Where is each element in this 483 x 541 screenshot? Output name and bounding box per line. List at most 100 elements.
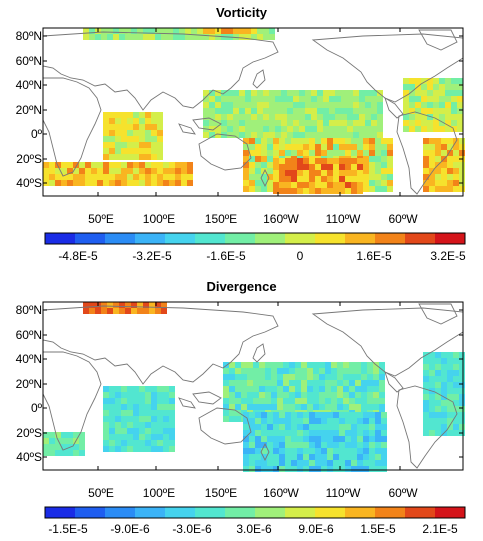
divergence-cell [355,374,361,380]
divergence-cell [303,418,309,424]
divergence-cell [113,302,119,308]
divergence-cell [223,410,229,416]
divergence-cell [133,416,139,422]
divergence-cell [459,424,465,430]
divergence-cell [325,362,331,368]
divergence-cell [303,460,309,466]
divergence-cell [435,376,441,382]
divergence-cell [339,448,345,454]
divergence-cell [355,368,361,374]
divergence-cell [333,454,339,460]
divergence-cell [441,376,447,382]
divergence-cell [381,454,387,460]
divergence-cell [327,418,333,424]
divergence-cell [309,466,315,472]
divergence-cell [325,380,331,386]
divergence-cell [253,392,259,398]
divergence-cell [55,450,61,456]
divergence-cell [297,436,303,442]
divergence-cell [373,380,379,386]
divergence-cell [327,412,333,418]
divergence-cell [139,404,145,410]
divergence-cell [247,392,253,398]
divergence-cell [447,376,453,382]
divergence-cell [157,410,163,416]
divergence-cell [247,398,253,404]
divergence-cell [321,454,327,460]
divergence-cell [223,398,229,404]
divergence-cell [333,424,339,430]
divergence-cell [453,394,459,400]
divergence-cell [139,386,145,392]
divergence-cell [327,430,333,436]
divergence-cell [121,416,127,422]
divergence-cell [357,430,363,436]
divergence-cell [343,374,349,380]
divergence-cell [277,392,283,398]
divergence-cell [357,424,363,430]
divergence-cell [285,460,291,466]
divergence-cell [259,368,265,374]
divergence-cell [343,386,349,392]
divergence-cell [169,404,175,410]
divergence-cell [349,362,355,368]
divergence-cell [283,362,289,368]
divergence-cell [151,410,157,416]
divergence-cell [265,374,271,380]
divergence-cell [345,466,351,472]
divergence-cell [363,466,369,472]
divergence-cell [229,416,235,422]
divergence-cell [351,418,357,424]
divergence-cell [255,442,261,448]
divergence-cell [459,418,465,424]
divergence-cell [435,430,441,436]
divergence-cell [277,368,283,374]
divergence-cell [361,362,367,368]
divergence-cell [349,386,355,392]
divergence-cell [261,466,267,472]
divergence-cell [229,374,235,380]
divergence-cell [133,404,139,410]
divergence-cell [101,308,107,314]
divergence-cell [355,362,361,368]
divergence-cell [163,428,169,434]
divergence-cell [127,422,133,428]
divergence-cell [333,436,339,442]
divergence-cell [321,436,327,442]
divergence-cell [325,368,331,374]
divergence-cell [459,400,465,406]
divergence-cell [423,394,429,400]
divergence-cell [289,380,295,386]
divergence-cell [247,368,253,374]
divergence-cell [259,362,265,368]
divergence-cell [273,430,279,436]
divergence-cell [423,370,429,376]
divergence-cell [429,382,435,388]
divergence-cell [369,418,375,424]
divergence-cell [303,412,309,418]
divergence-cell [357,460,363,466]
divergence-cell [115,404,121,410]
divergence-cell [223,380,229,386]
divergence-cell [307,386,313,392]
divergence-cell [459,370,465,376]
divergence-cell [337,404,343,410]
divergence-cell [157,404,163,410]
divergence-cell [279,436,285,442]
divergence-cell [295,404,301,410]
divergence-cell [423,382,429,388]
divergence-cell [441,418,447,424]
divergence-cell [289,392,295,398]
divergence-cell [307,362,313,368]
divergence-cell [279,466,285,472]
divergence-cell [259,380,265,386]
divergence-cell [151,422,157,428]
divergence-cell [145,446,151,452]
divergence-cell [109,440,115,446]
divergence-cell [163,440,169,446]
divergence-cell [283,392,289,398]
divergence-cell [131,308,137,314]
divergence-cell [345,430,351,436]
divergence-cell [151,428,157,434]
divergence-cell [447,364,453,370]
